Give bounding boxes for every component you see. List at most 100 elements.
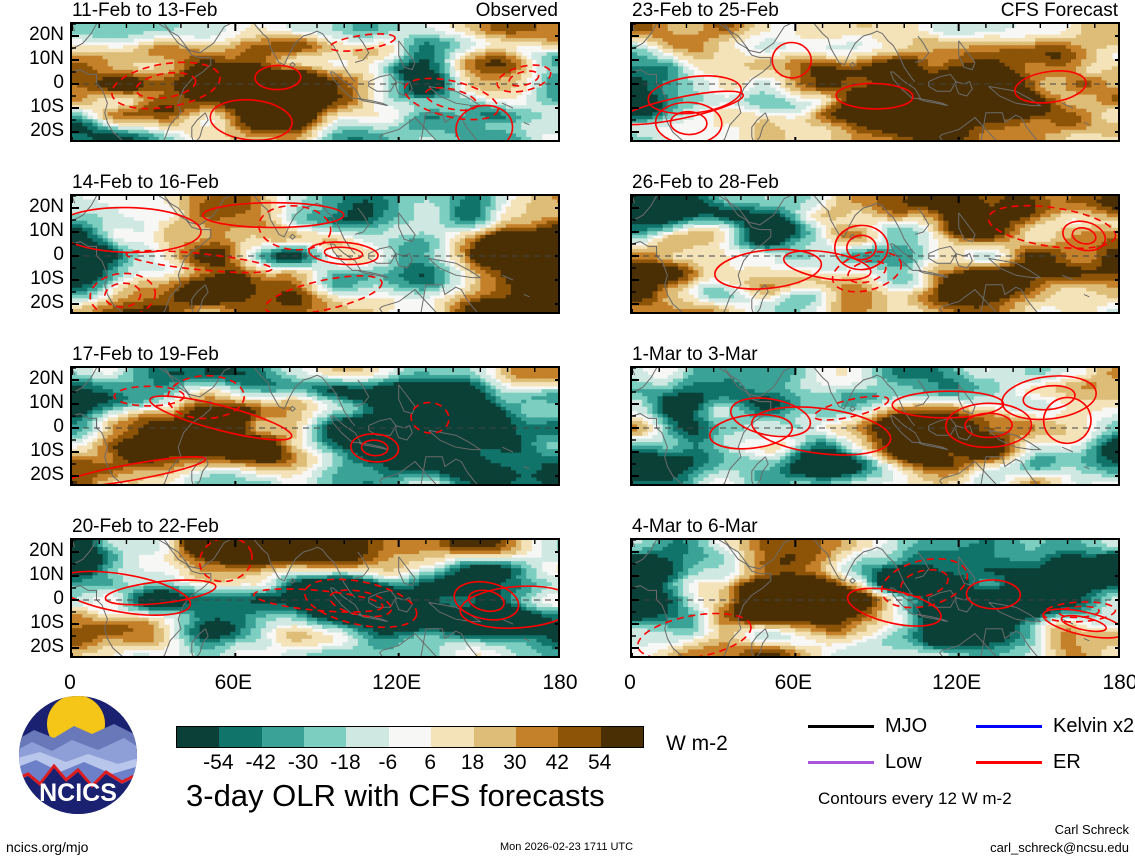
colorbar-tick-label: 42 [546,752,569,773]
map-panel-2: 14-Feb to 16-Feb [70,173,560,314]
map-panel-5: 23-Feb to 25-Feb CFS Forecast [630,1,1120,142]
map-panel-7: 1-Mar to 3-Mar [630,345,1120,486]
colorbar-swatch-3 [304,727,347,747]
colorbar-swatch-0 [177,727,220,747]
legend-item-kelvin-x2: Kelvin x2 [976,716,1134,736]
y-tick-label: 20N [2,25,64,44]
ncics-logo[interactable]: NCICS [14,694,142,821]
legend-item-er: ER [976,752,1081,772]
panel-map-svg [72,368,558,484]
panel-frame [70,538,560,658]
panel-frame [70,366,560,486]
y-tick-label: 20N [2,197,64,216]
y-tick-label: 20S [2,121,64,140]
x-tick-label: 60E [193,672,273,693]
colorbar-tick-label: 30 [503,752,526,773]
panel-frame [630,366,1120,486]
colorbar-swatch-6 [431,727,474,747]
y-tick-label: 10N [2,565,64,584]
y-tick-label: 0 [2,589,64,608]
colorbar [176,726,644,748]
colorbar-tick-label: 6 [424,752,436,773]
logo-red-trace [19,763,137,789]
panel-map-svg [72,24,558,140]
y-tick-label: 10S [2,441,64,460]
colorbar-tick-label: -18 [330,752,360,773]
colorbar-swatch-4 [346,727,389,747]
x-tick-label: 0 [590,672,670,693]
author-name: Carl Schreck [1055,823,1129,836]
y-tick-label: 20N [2,541,64,560]
colorbar-swatch-5 [388,727,432,747]
panel-frame [70,22,560,142]
panel-map-svg [632,24,1118,140]
panel-title: 11-Feb to 13-Feb [72,1,217,20]
y-tick-label: 10S [2,97,64,116]
legend-label: ER [1053,752,1081,772]
y-tick-label: 20S [2,637,64,656]
x-tick-label: 120E [917,672,997,693]
panel-map-svg [72,196,558,312]
legend-item-mjo: MJO [808,716,927,736]
logo-text: NCICS [39,779,117,807]
ncics-logo-svg: NCICS [19,696,137,814]
legend-item-low: Low [808,752,922,772]
y-tick-label: 10N [2,49,64,68]
column-header: CFS Forecast [1001,1,1118,20]
panel-map-svg [632,540,1118,656]
x-tick-label: 60E [753,672,833,693]
colorbar-tick-label: -6 [378,752,397,773]
colorbar-swatch-7 [473,727,516,747]
map-panel-6: 26-Feb to 28-Feb [630,173,1120,314]
colorbar-tick-label: 18 [461,752,484,773]
contour-interval-note: Contours every 12 W m-2 [818,790,1012,807]
colorbar-tick-label: -30 [288,752,318,773]
legend-swatch-line [808,760,874,764]
colorbar-swatch-1 [219,727,262,747]
panel-title: 20-Feb to 22-Feb [72,517,219,536]
site-url[interactable]: ncics.org/mjo [6,840,88,854]
y-tick-label: 0 [2,245,64,264]
map-panel-8: 4-Mar to 6-Mar [630,517,1120,658]
legend-swatch-line [976,724,1042,728]
legend-swatch-line [976,760,1042,764]
colorbar-tick-label: -42 [246,752,276,773]
colorbar-tick-label: 54 [588,752,611,773]
colorbar-tick-label: -54 [203,752,233,773]
colorbar-unit-label: W m-2 [666,733,728,754]
panel-title: 14-Feb to 16-Feb [72,173,219,192]
y-tick-label: 20S [2,465,64,484]
colorbar-swatch-10 [600,727,643,747]
panel-frame [630,22,1120,142]
figure-title: 3-day OLR with CFS forecasts [186,780,605,811]
panel-map-svg [632,368,1118,484]
panel-title: 26-Feb to 28-Feb [632,173,779,192]
map-panel-1: 11-Feb to 13-Feb Observed [70,1,560,142]
column-header: Observed [476,1,558,20]
author-email[interactable]: carl_schreck@ncsu.edu [990,841,1129,854]
legend-label: Kelvin x2 [1053,716,1134,736]
legend-label: Low [885,752,922,772]
y-tick-label: 20N [2,369,64,388]
panel-title: 1-Mar to 3-Mar [632,345,758,364]
panel-map-svg [72,540,558,656]
y-tick-label: 0 [2,417,64,436]
x-tick-label: 180 [1080,672,1135,693]
x-tick-label: 120E [357,672,437,693]
panel-title: 23-Feb to 25-Feb [632,1,779,20]
y-tick-label: 10S [2,269,64,288]
colorbar-swatch-8 [515,727,559,747]
y-tick-label: 10S [2,613,64,632]
x-tick-label: 0 [30,672,110,693]
timestamp: Mon 2026-02-23 1711 UTC [500,842,633,853]
colorbar-swatch-9 [558,727,601,747]
map-panel-3: 17-Feb to 19-Feb [70,345,560,486]
map-panel-4: 20-Feb to 22-Feb [70,517,560,658]
colorbar-tick-labels: -54 -42 -30 -18 -6 6 18 30 42 54 [176,752,642,776]
panel-title: 4-Mar to 6-Mar [632,517,758,536]
y-tick-label: 10N [2,221,64,240]
panel-map-svg [632,196,1118,312]
legend-label: MJO [885,716,927,736]
x-tick-label: 180 [520,672,600,693]
